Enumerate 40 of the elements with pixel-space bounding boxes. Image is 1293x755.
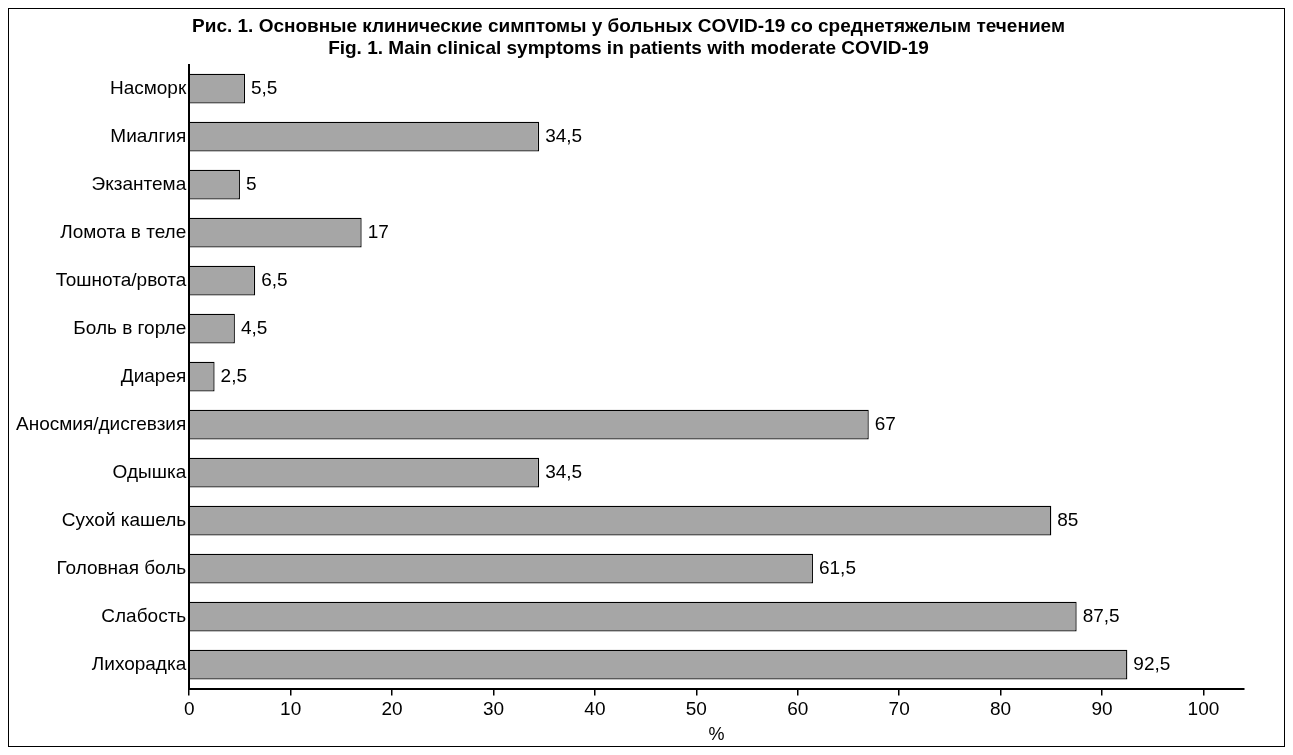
y-tick-label: Боль в горле bbox=[73, 316, 187, 338]
y-tick-label: Головная боль bbox=[56, 556, 187, 578]
chart-subtitle: Fig. 1. Main clinical symptoms in patients with moderate COVID-19 bbox=[328, 37, 929, 59]
data-label: 2,5 bbox=[220, 364, 248, 386]
y-tick-label: Насморк bbox=[109, 76, 187, 98]
data-label: 67 bbox=[874, 412, 896, 434]
y-tick-label: Экзантема bbox=[91, 172, 187, 194]
x-tick-label: 100 bbox=[1187, 698, 1220, 720]
data-label: 92,5 bbox=[1133, 652, 1171, 674]
data-label: 17 bbox=[367, 220, 389, 242]
x-tick-label: 0 bbox=[183, 698, 195, 720]
x-tick-label: 70 bbox=[888, 698, 910, 720]
data-label: 34,5 bbox=[545, 460, 583, 482]
data-label: 85 bbox=[1057, 508, 1079, 530]
y-tick-label: Миалгия bbox=[110, 124, 187, 146]
data-label: 5 bbox=[245, 172, 257, 194]
x-tick-label: 40 bbox=[584, 698, 606, 720]
x-tick-label: 20 bbox=[381, 698, 403, 720]
y-tick-label: Аносмия/дисгевзия bbox=[16, 412, 187, 434]
data-label: 34,5 bbox=[545, 124, 583, 146]
y-tick-label: Тошнота/рвота bbox=[55, 268, 187, 290]
data-label: 6,5 bbox=[261, 268, 288, 290]
x-tick-label: 80 bbox=[990, 698, 1012, 720]
x-tick-label: 60 bbox=[787, 698, 809, 720]
data-label: 87,5 bbox=[1082, 604, 1120, 626]
y-tick-label: Сухой кашель bbox=[61, 508, 187, 530]
y-tick-label: Диарея bbox=[120, 364, 187, 386]
y-tick-label: Слабость bbox=[101, 604, 187, 626]
x-tick-label: 30 bbox=[482, 698, 505, 720]
y-tick-label: Лихорадка bbox=[91, 652, 187, 674]
x-axis-title: % bbox=[708, 724, 725, 745]
x-tick-label: 50 bbox=[685, 698, 707, 720]
chart-title: Рис. 1. Основные клинические симптомы у больных COVID-19 со среднетяжелым течением bbox=[192, 14, 1065, 36]
y-tick-label: Одышка bbox=[112, 460, 187, 482]
x-tick-label: 10 bbox=[280, 698, 302, 720]
data-label: 61,5 bbox=[818, 556, 856, 578]
data-label: 4,5 bbox=[240, 316, 268, 338]
y-tick-label: Ломота в теле bbox=[60, 220, 187, 242]
x-tick-label: 90 bbox=[1091, 698, 1113, 720]
data-label: 5,5 bbox=[251, 76, 278, 98]
